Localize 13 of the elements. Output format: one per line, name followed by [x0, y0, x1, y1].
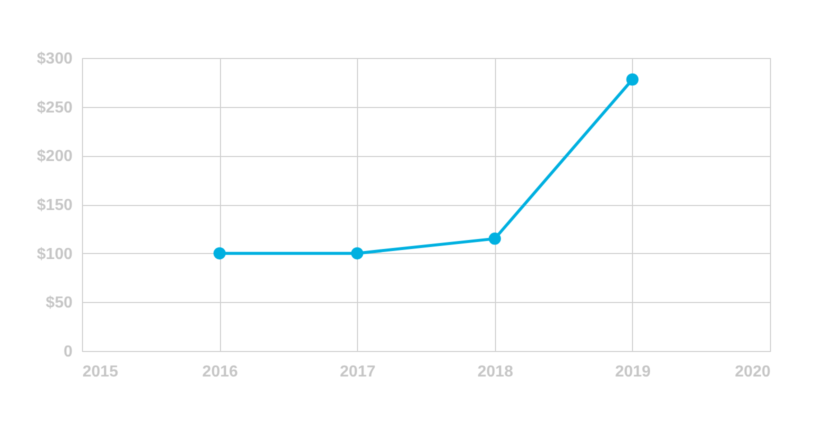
- x-tick-label: 2017: [340, 364, 376, 380]
- y-tick-label: $200: [36, 148, 73, 166]
- y-tick-label: $50: [46, 294, 73, 312]
- x-tick-label: 2016: [202, 364, 238, 380]
- x-tick-label: 2018: [478, 364, 514, 380]
- x-tick-label: 2015: [82, 364, 118, 380]
- x-tick-label: 2019: [615, 364, 651, 380]
- y-tick-label: $250: [36, 99, 73, 116]
- y-tick-label: $300: [36, 50, 73, 68]
- x-tick-label: 2020: [734, 364, 771, 380]
- y-tick-label: $100: [36, 246, 73, 263]
- y-tick-label: 0: [64, 344, 73, 360]
- y-tick-label: $150: [36, 197, 73, 214]
